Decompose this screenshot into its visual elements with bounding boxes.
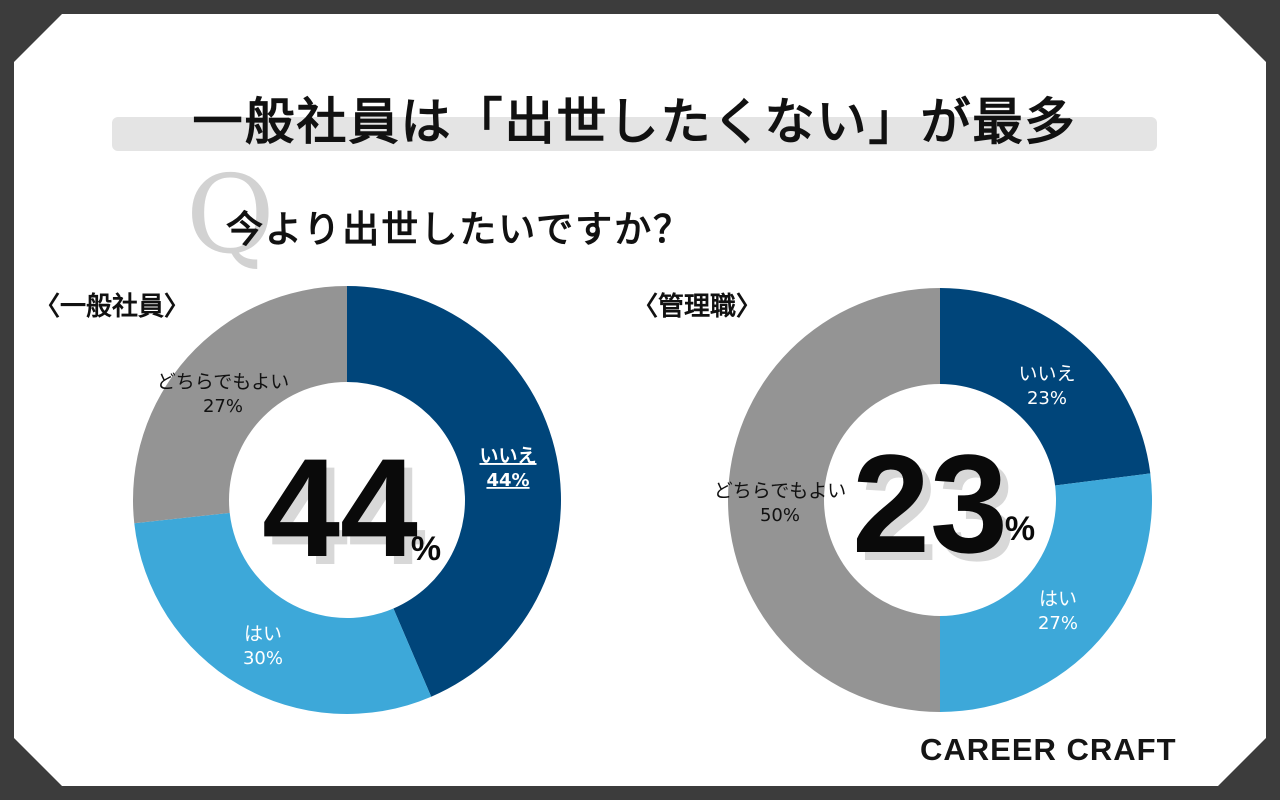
corner-cut bbox=[14, 738, 62, 786]
donut-slice-no bbox=[347, 286, 561, 697]
center-value: 44 bbox=[262, 429, 418, 586]
donut-slice-yes bbox=[940, 473, 1152, 712]
brand-logo: CAREER CRAFT bbox=[920, 732, 1177, 767]
center-unit: % bbox=[1005, 510, 1035, 548]
slice-value-label: 27% bbox=[203, 396, 243, 417]
center-value: 23 bbox=[852, 425, 1008, 582]
corner-cut bbox=[1218, 738, 1266, 786]
donut-slice-yes bbox=[134, 512, 432, 714]
q-mark: Q bbox=[186, 153, 275, 278]
group-label-managers: 〈管理職〉 bbox=[632, 292, 763, 322]
page-title: 一般社員は「出世したくない」が最多 bbox=[192, 93, 1077, 151]
title-highlight-bar bbox=[112, 117, 1157, 151]
slice-label: いいえ bbox=[479, 445, 536, 467]
donut-slice-either bbox=[728, 288, 940, 712]
slice-value-label: 27% bbox=[1038, 613, 1078, 634]
donut-slice-either bbox=[133, 286, 347, 524]
group-label-staff: 〈一般社員〉 bbox=[34, 292, 191, 322]
slice-label: はい bbox=[1039, 588, 1077, 610]
center-unit: % bbox=[411, 530, 441, 568]
question-text: 今より出世したいですか？ bbox=[226, 208, 693, 251]
slice-value-label: 23% bbox=[1027, 388, 1067, 409]
slice-label: いいえ bbox=[1018, 363, 1075, 385]
donut-slice-no bbox=[940, 288, 1151, 486]
center-value-shadow: 23 bbox=[860, 433, 1016, 590]
slice-label: はい bbox=[244, 623, 282, 645]
slice-label: どちらでもよい bbox=[157, 371, 289, 393]
center-value-shadow: 44 bbox=[270, 437, 426, 594]
corner-cut bbox=[14, 14, 62, 62]
slice-value-label: 30% bbox=[243, 648, 283, 669]
corner-cut bbox=[1218, 14, 1266, 62]
slice-value-label: 50% bbox=[760, 505, 800, 526]
slice-value-label: 44% bbox=[486, 470, 529, 491]
slice-label: どちらでもよい bbox=[714, 480, 846, 502]
